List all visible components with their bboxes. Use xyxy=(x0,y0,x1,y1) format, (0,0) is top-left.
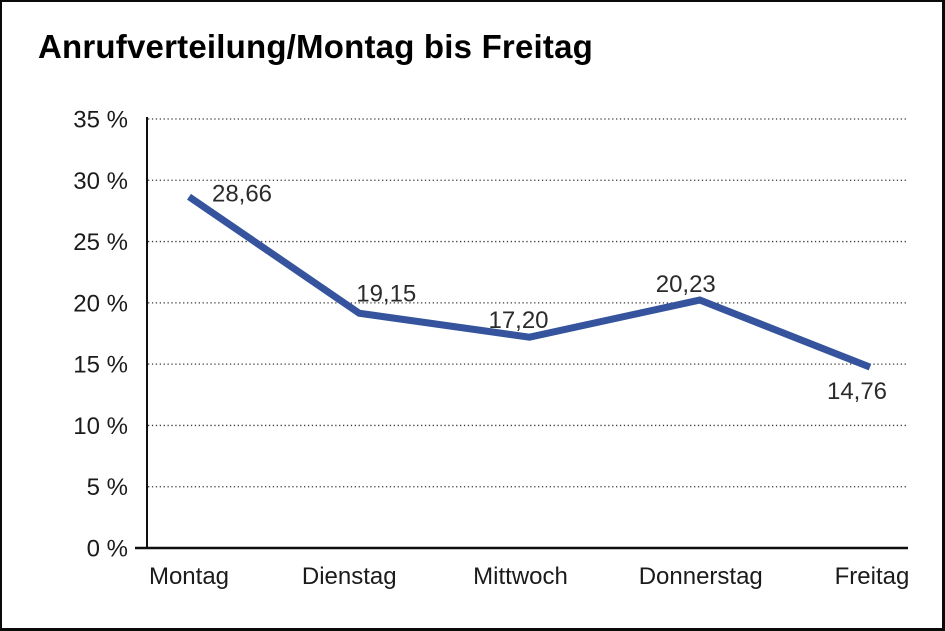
y-tick-label: 0 % xyxy=(87,536,128,563)
data-point-label: 14,76 xyxy=(827,378,887,405)
y-tick-label: 20 % xyxy=(73,290,128,317)
x-tick-label: Dienstag xyxy=(302,563,397,590)
data-point-label: 17,20 xyxy=(488,307,548,334)
data-point-label: 19,15 xyxy=(356,280,416,307)
y-tick-label: 15 % xyxy=(73,352,128,379)
data-point-label: 28,66 xyxy=(212,181,272,208)
x-tick-label: Freitag xyxy=(835,563,910,590)
y-tick-label: 35 % xyxy=(73,107,128,134)
chart-title: Anrufverteilung/Montag bis Freitag xyxy=(38,28,593,65)
y-tick-label: 10 % xyxy=(73,413,128,440)
y-tick-label: 5 % xyxy=(87,474,128,501)
y-tick-label: 30 % xyxy=(73,168,128,195)
data-series-line xyxy=(187,193,872,371)
data-point-label: 20,23 xyxy=(656,271,716,298)
x-tick-label: Donnerstag xyxy=(639,563,763,590)
y-tick-label: 25 % xyxy=(73,229,128,256)
x-tick-label: Mittwoch xyxy=(473,563,568,590)
x-tick-label: Montag xyxy=(149,563,229,590)
